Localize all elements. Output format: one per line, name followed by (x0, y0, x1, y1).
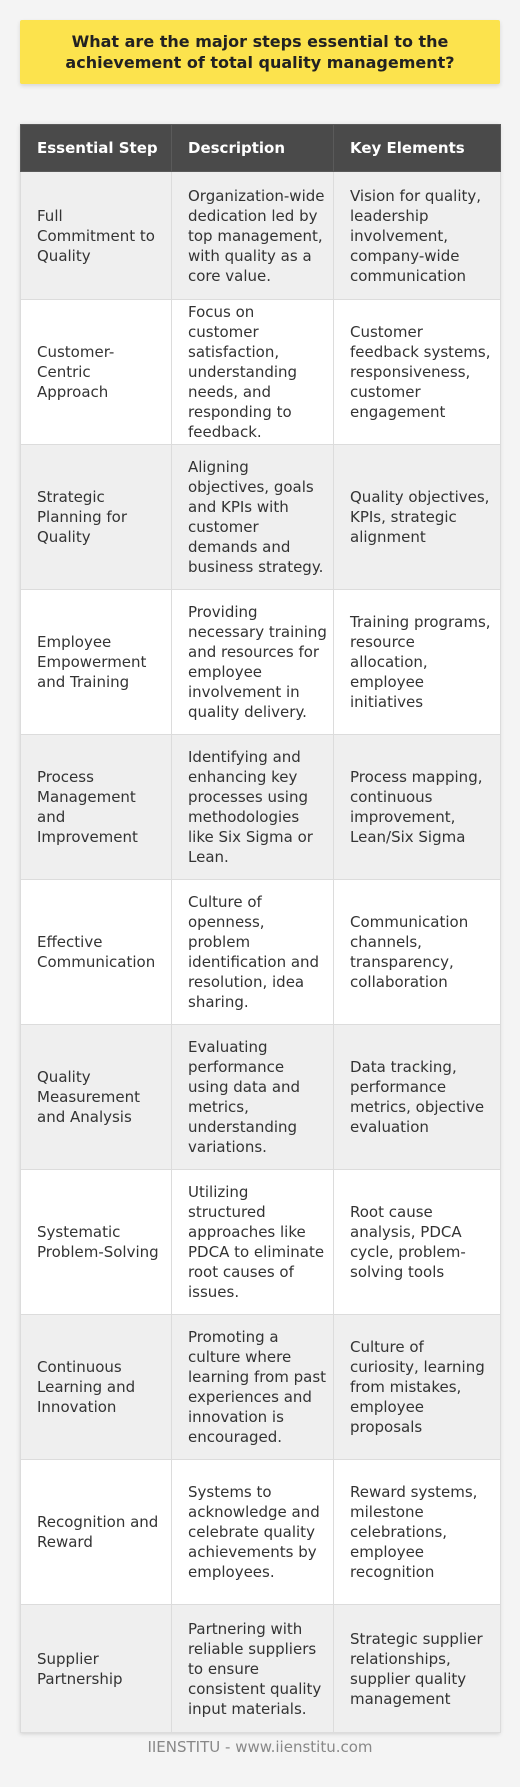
description-cell: Promoting a culture where learning from … (171, 1314, 334, 1460)
description-cell: Identifying and enhancing key processes … (171, 734, 334, 880)
step-cell: Quality Measurement and Analysis (20, 1024, 172, 1170)
key-elements-cell: Reward systems, milestone celebrations, … (333, 1459, 501, 1605)
table-row: Recognition and Reward Systems to acknow… (20, 1459, 501, 1605)
step-cell: Process Management and Improvement (20, 734, 172, 880)
page-title-box: What are the major steps essential to th… (20, 20, 500, 84)
page-title: What are the major steps essential to th… (65, 32, 455, 72)
key-elements-cell: Customer feedback systems, responsivenes… (333, 299, 501, 445)
table-row: Customer-Centric Approach Focus on custo… (20, 299, 501, 445)
description-cell: Partnering with reliable suppliers to en… (171, 1604, 334, 1733)
table-row: Continuous Learning and Innovation Promo… (20, 1314, 501, 1460)
header-key-elements: Key Elements (333, 124, 501, 172)
step-cell: Strategic Planning for Quality (20, 444, 172, 590)
step-cell: Customer-Centric Approach (20, 299, 172, 445)
header-row: Essential Step Description Key Elements (20, 124, 501, 172)
table-row: Supplier Partnership Partnering with rel… (20, 1604, 501, 1733)
header-essential-step: Essential Step (20, 124, 172, 172)
key-elements-cell: Training programs, resource allocation, … (333, 589, 501, 735)
key-elements-cell: Culture of curiosity, learning from mist… (333, 1314, 501, 1460)
table-row: Quality Measurement and Analysis Evaluat… (20, 1024, 501, 1170)
description-cell: Focus on customer satisfaction, understa… (171, 299, 334, 445)
tqm-steps-table: Essential Step Description Key Elements … (20, 124, 501, 1733)
description-cell: Systems to acknowledge and celebrate qua… (171, 1459, 334, 1605)
table-row: Full Commitment to Quality Organization-… (20, 171, 501, 300)
step-cell: Effective Communication (20, 879, 172, 1025)
table-header: Essential Step Description Key Elements (20, 124, 501, 172)
table-row: Effective Communication Culture of openn… (20, 879, 501, 1025)
table-row: Process Management and Improvement Ident… (20, 734, 501, 880)
description-cell: Evaluating performance using data and me… (171, 1024, 334, 1170)
step-cell: Full Commitment to Quality (20, 171, 172, 300)
step-cell: Continuous Learning and Innovation (20, 1314, 172, 1460)
description-cell: Organization-wide dedication led by top … (171, 171, 334, 300)
steps-table: Essential Step Description Key Elements … (20, 124, 501, 1733)
step-cell: Systematic Problem-Solving (20, 1169, 172, 1315)
description-cell: Culture of openness, problem identificat… (171, 879, 334, 1025)
table-row: Systematic Problem-Solving Utilizing str… (20, 1169, 501, 1315)
description-cell: Aligning objectives, goals and KPIs with… (171, 444, 334, 590)
description-cell: Utilizing structured approaches like PDC… (171, 1169, 334, 1315)
key-elements-cell: Quality objectives, KPIs, strategic alig… (333, 444, 501, 590)
step-cell: Supplier Partnership (20, 1604, 172, 1733)
description-cell: Providing necessary training and resourc… (171, 589, 334, 735)
step-cell: Employee Empowerment and Training (20, 589, 172, 735)
step-cell: Recognition and Reward (20, 1459, 172, 1605)
key-elements-cell: Process mapping, continuous improvement,… (333, 734, 501, 880)
key-elements-cell: Data tracking, performance metrics, obje… (333, 1024, 501, 1170)
key-elements-cell: Root cause analysis, PDCA cycle, problem… (333, 1169, 501, 1315)
key-elements-cell: Strategic supplier relationships, suppli… (333, 1604, 501, 1733)
header-description: Description (171, 124, 334, 172)
footer-credit: IIENSTITU - www.iienstitu.com (147, 1738, 373, 1756)
table-row: Employee Empowerment and Training Provid… (20, 589, 501, 735)
table-body: Full Commitment to Quality Organization-… (20, 171, 501, 1733)
table-row: Strategic Planning for Quality Aligning … (20, 444, 501, 590)
key-elements-cell: Vision for quality, leadership involveme… (333, 171, 501, 300)
key-elements-cell: Communication channels, transparency, co… (333, 879, 501, 1025)
